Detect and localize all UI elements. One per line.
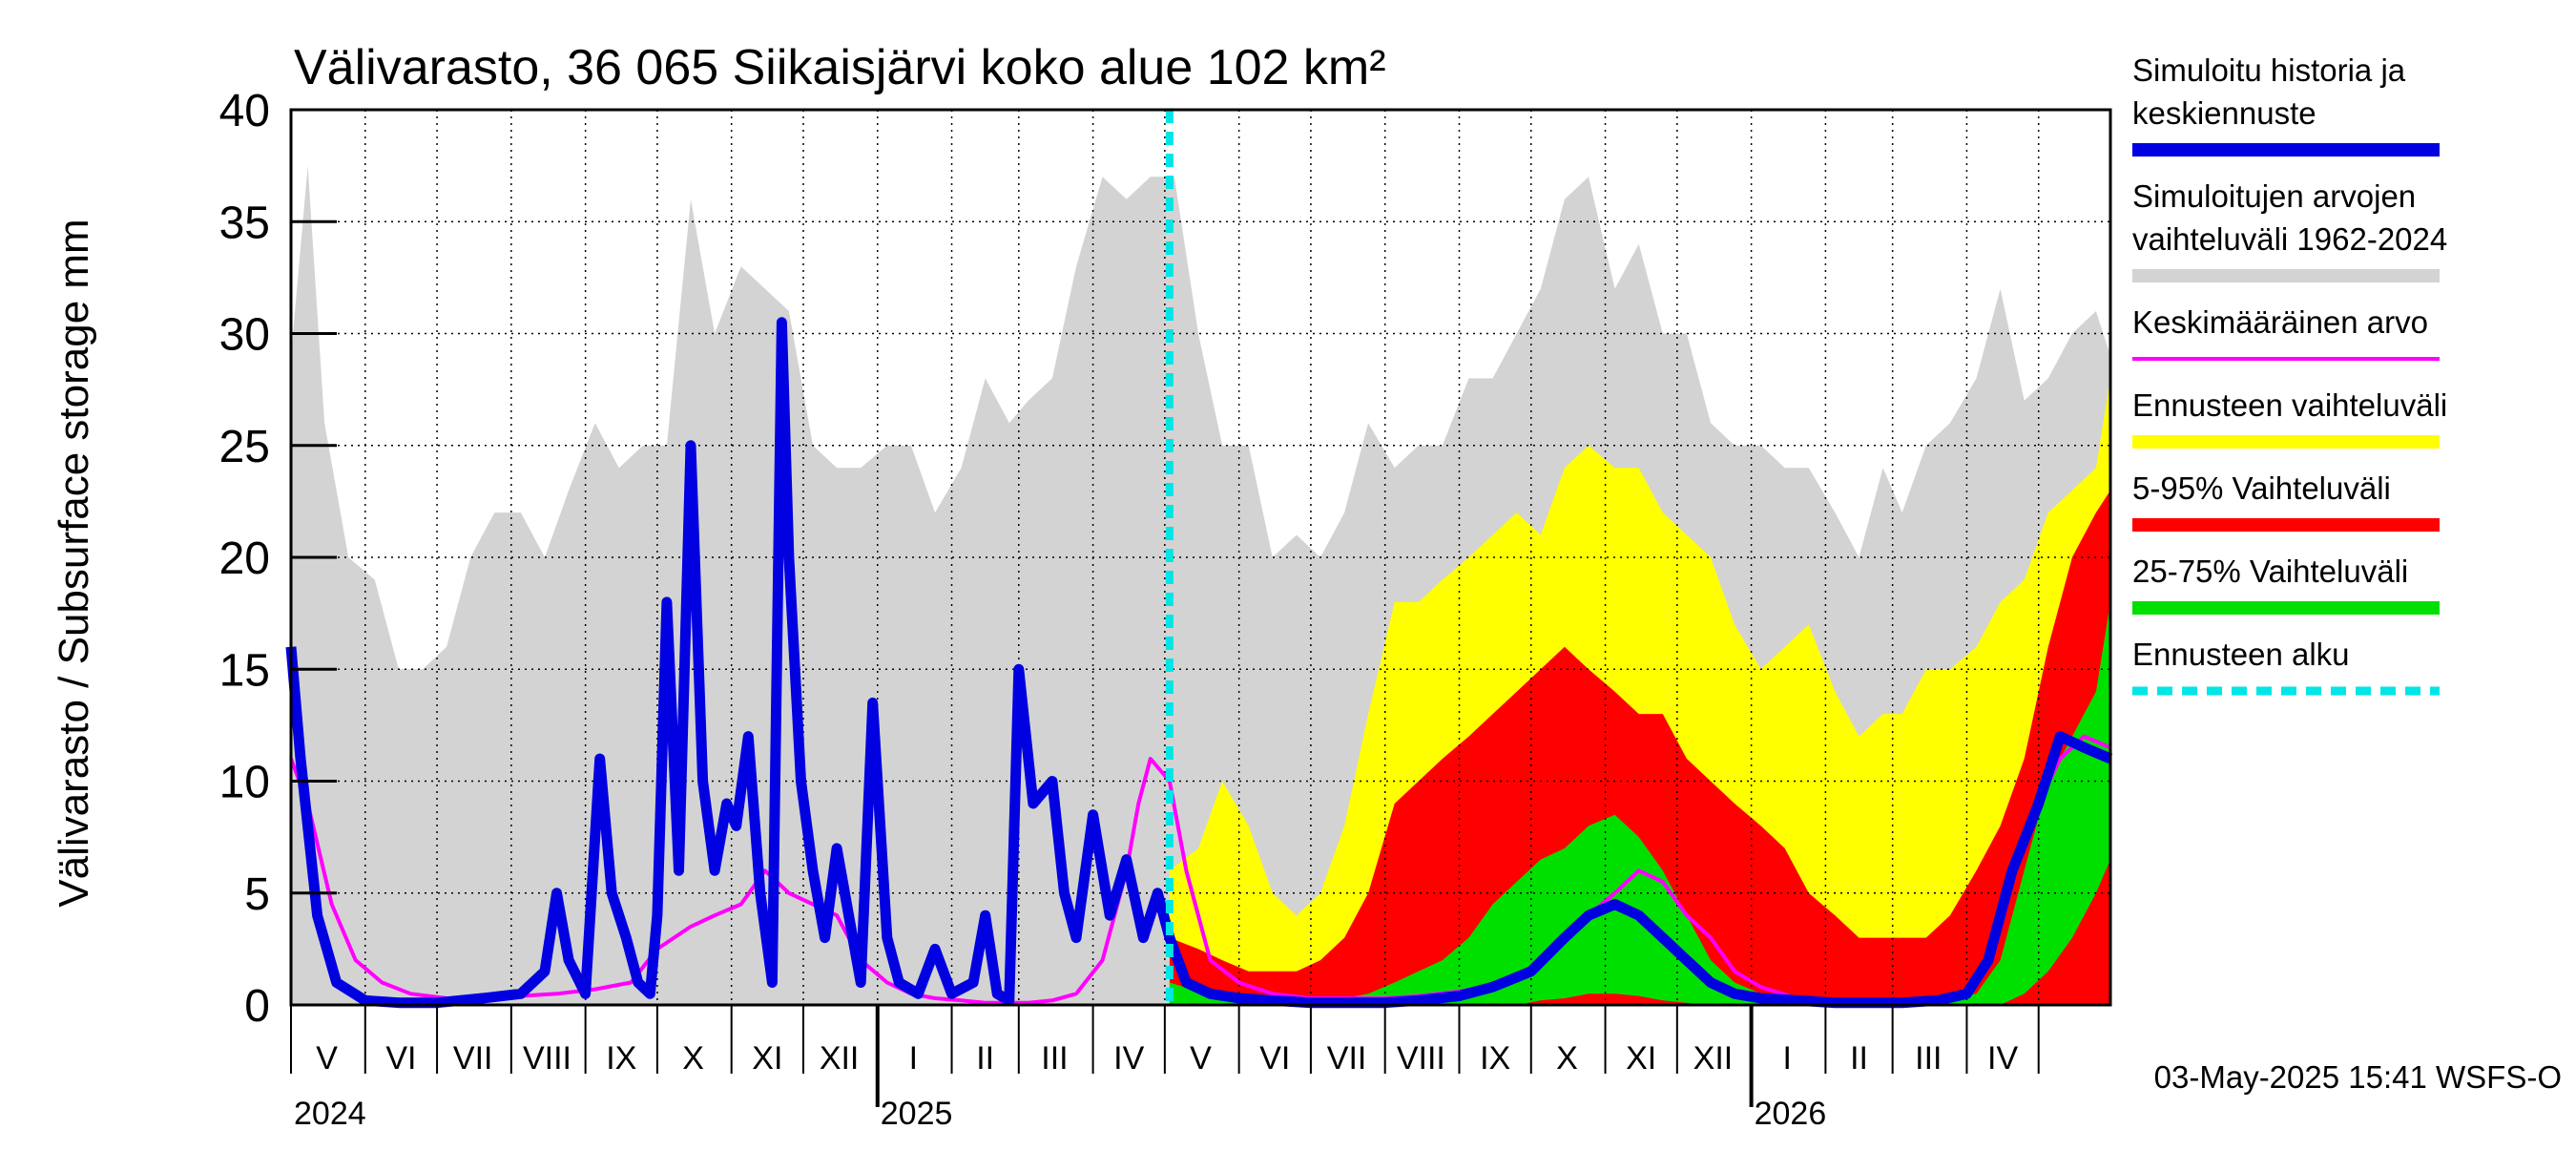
y-tick-label: 40 xyxy=(219,86,270,136)
chart-title: Välivarasto, 36 065 Siikaisjärvi koko al… xyxy=(294,40,1386,95)
month-label: IX xyxy=(606,1040,636,1077)
legend-label: 25-75% Vaihteluväli xyxy=(2132,554,2408,589)
legend-item: 25-75% Vaihteluväli xyxy=(2132,554,2440,615)
y-tick-label: 25 xyxy=(219,422,270,472)
month-label: IX xyxy=(1480,1040,1510,1077)
year-label: 2025 xyxy=(881,1096,953,1132)
month-label: VII xyxy=(453,1040,493,1077)
y-tick-label: 20 xyxy=(219,533,270,584)
month-label: X xyxy=(682,1040,704,1077)
legend-label: Simuloitujen arvojen xyxy=(2132,178,2416,214)
y-tick-label: 30 xyxy=(219,310,270,361)
legend-label: Ennusteen alku xyxy=(2132,637,2350,672)
month-label: II xyxy=(976,1040,994,1077)
month-label: IV xyxy=(1987,1040,2018,1077)
month-label: III xyxy=(1915,1040,1942,1077)
y-tick-label: 5 xyxy=(244,869,270,920)
month-label: II xyxy=(1850,1040,1868,1077)
p5-95-range-area xyxy=(1169,490,2110,1005)
y-tick-label: 0 xyxy=(244,981,270,1032)
legend: Simuloitu historia jakeskiennusteSimuloi… xyxy=(2132,52,2447,696)
month-label: IV xyxy=(1113,1040,1144,1077)
footer-timestamp: 03-May-2025 15:41 WSFS-O xyxy=(2154,1059,2562,1095)
month-label: III xyxy=(1041,1040,1068,1077)
y-tick-label: 15 xyxy=(219,645,270,696)
y-axis-label: Välivarasto / Subsurface storage mm xyxy=(51,219,97,907)
legend-label: vaihteluväli 1962-2024 xyxy=(2132,221,2447,257)
simulated-line xyxy=(285,317,2113,1009)
month-label: VIII xyxy=(1397,1040,1445,1077)
legend-item: Ennusteen alku xyxy=(2132,637,2440,696)
month-label: VI xyxy=(385,1040,416,1077)
month-label: VIII xyxy=(523,1040,571,1077)
legend-item: Ennusteen vaihteluväli xyxy=(2132,387,2447,449)
month-label: V xyxy=(1190,1040,1212,1077)
legend-item: 5-95% Vaihteluväli xyxy=(2132,470,2440,532)
month-label: V xyxy=(316,1040,338,1077)
month-label: XII xyxy=(820,1040,860,1077)
legend-label: Keskimääräinen arvo xyxy=(2132,304,2428,340)
plot-frame xyxy=(289,108,2112,1007)
p25-75-range-area xyxy=(1169,601,2110,1005)
legend-label: 5-95% Vaihteluväli xyxy=(2132,470,2391,506)
year-label: 2026 xyxy=(1755,1096,1827,1132)
data-areas xyxy=(291,165,2110,1006)
y-tick-label: 35 xyxy=(219,198,270,248)
month-label: VII xyxy=(1327,1040,1367,1077)
legend-label: keskiennuste xyxy=(2132,95,2316,131)
legend-item: Simuloitu historia ja keskiennuste xyxy=(2132,52,2440,157)
year-label: 2024 xyxy=(294,1096,366,1132)
month-label: XI xyxy=(1626,1040,1656,1077)
legend-item: Keskimääräinen arvo xyxy=(2132,304,2440,361)
y-tick-label: 10 xyxy=(219,758,270,808)
month-label: I xyxy=(1783,1040,1792,1077)
month-label: VI xyxy=(1259,1040,1290,1077)
legend-label: Ennusteen vaihteluväli xyxy=(2132,387,2447,423)
month-label: I xyxy=(909,1040,918,1077)
data-lines xyxy=(285,110,2113,1009)
month-label: XII xyxy=(1693,1040,1734,1077)
legend-item: Simuloitujen arvojen vaihteluväli 1962-20… xyxy=(2132,178,2447,282)
month-label: X xyxy=(1556,1040,1578,1077)
month-label: XI xyxy=(752,1040,782,1077)
legend-label: Simuloitu historia ja xyxy=(2132,52,2406,88)
